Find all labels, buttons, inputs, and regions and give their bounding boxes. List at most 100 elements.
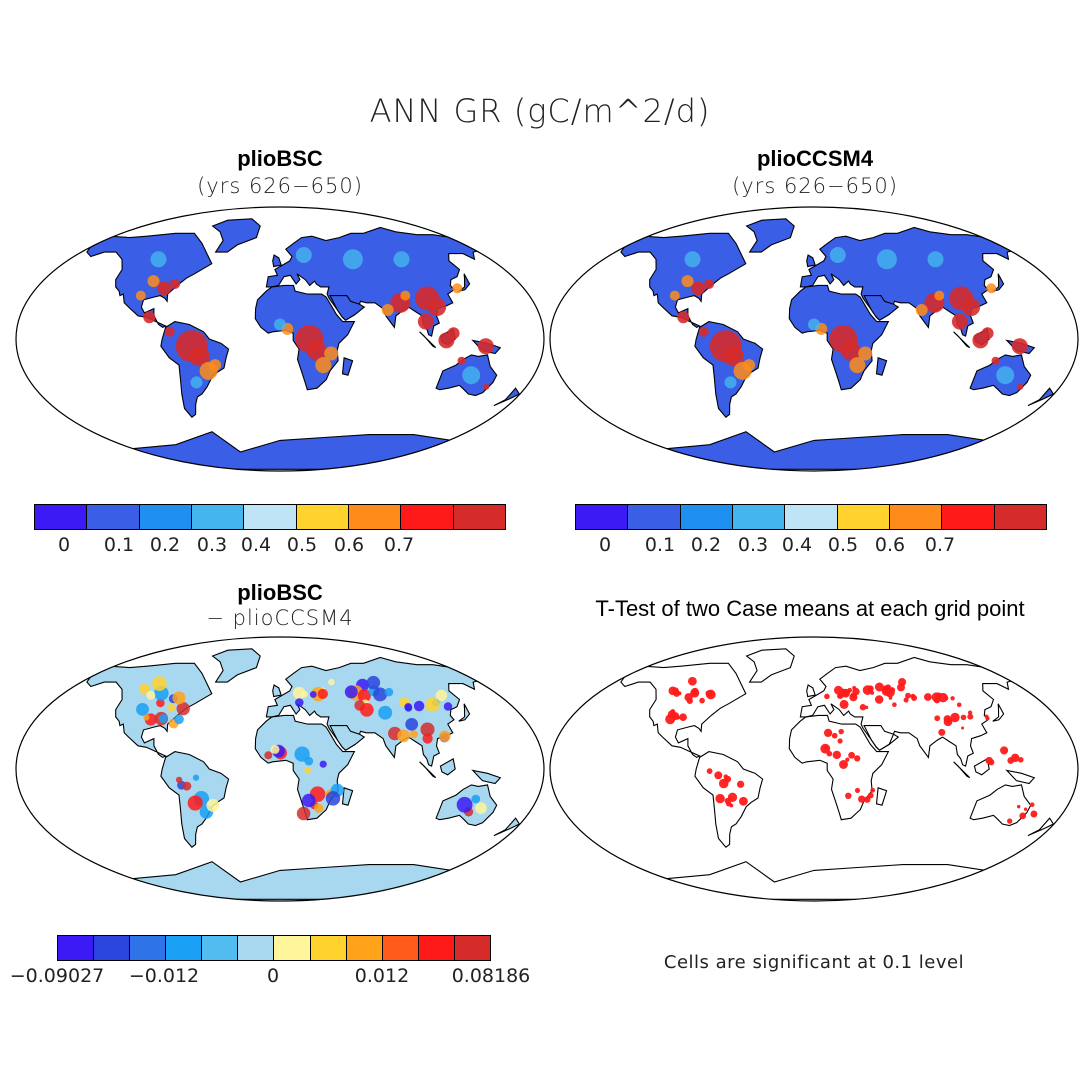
field-patch (967, 713, 974, 720)
field-patch (328, 678, 335, 686)
field-patch (344, 685, 358, 699)
map-outline (15, 206, 545, 472)
field-patch (405, 717, 419, 731)
field-patch (1016, 804, 1021, 809)
field-patch (677, 691, 682, 696)
field-patch (447, 327, 460, 340)
landmass-nz (493, 817, 521, 837)
colorbar-tick-label: 0.5 (827, 534, 859, 556)
colorbar-swatch (244, 505, 297, 529)
field-patch (135, 290, 146, 301)
field-patch (366, 675, 381, 690)
field-patch (962, 298, 981, 317)
field-patch (833, 685, 843, 695)
field-patch (270, 744, 280, 754)
panel-3-title: plioBSC (237, 580, 323, 605)
colorbar-swatch (87, 505, 140, 529)
field-patch (706, 768, 713, 775)
field-patch (967, 710, 973, 715)
field-patch (475, 802, 487, 814)
field-patch (738, 796, 748, 806)
field-patch (841, 688, 850, 698)
colorbar-swatch (785, 505, 838, 529)
field-patch (688, 676, 697, 686)
field-patch (672, 687, 679, 695)
field-patch (723, 346, 744, 367)
landmass-antarctica (620, 431, 1005, 470)
field-patch (727, 792, 738, 802)
field-patch (699, 697, 705, 704)
field-patch (931, 692, 942, 702)
field-patch (832, 750, 841, 760)
colorbar-tick-label: 0.08186 (451, 965, 531, 987)
landmass-uk (806, 254, 816, 268)
field-patch (393, 251, 410, 268)
field-patch (698, 326, 709, 337)
field-patch (302, 793, 316, 808)
field-patch (718, 778, 729, 789)
field-patch (934, 290, 945, 301)
field-patch (190, 376, 203, 389)
field-patch (384, 687, 394, 697)
map-outline (15, 636, 545, 902)
panel-3-subtitle: − plioCCSM4 (206, 606, 354, 630)
landmass-nz (1027, 387, 1055, 407)
field-patch (182, 781, 192, 791)
field-patch (854, 755, 861, 762)
map-outline (549, 206, 1079, 472)
colorbar-swatch (139, 505, 192, 529)
colorbar-tick-label: 0.3 (737, 534, 769, 556)
field-patch (314, 803, 324, 813)
colorbar-tick-label: 0.1 (644, 534, 676, 556)
field-patch (867, 685, 874, 693)
field-patch (923, 693, 932, 701)
field-patch (876, 249, 897, 270)
field-patch (158, 713, 168, 724)
field-patch (910, 693, 916, 699)
field-patch (960, 714, 967, 721)
field-patch (176, 702, 190, 716)
field-patch (831, 732, 838, 739)
field-patch (136, 702, 149, 716)
landmass-arabia_fix (329, 295, 366, 321)
colorbar-tick-label: 0.2 (690, 534, 722, 556)
colorbar-tick-label: 0.4 (781, 534, 813, 556)
field-patch (357, 689, 371, 703)
field-patch (1010, 753, 1020, 763)
landmass-europe_asia (799, 656, 1020, 767)
field-patch (420, 722, 435, 737)
colorbar-swatch (401, 505, 454, 529)
landmass-nz (1027, 817, 1055, 837)
field-patch (456, 796, 473, 813)
field-patch (417, 313, 434, 330)
map-pliobsc (15, 206, 545, 472)
landmass-namerica (86, 662, 213, 759)
field-patch (823, 728, 833, 738)
landmass-newguinea (1005, 769, 1036, 785)
landmass-greenland (745, 218, 795, 253)
field-patch (897, 683, 905, 692)
field-patch (378, 705, 393, 720)
landmass-indonesia1 (953, 761, 971, 779)
field-patch (829, 247, 846, 263)
field-patch (147, 275, 160, 288)
landmass-uk (272, 684, 282, 698)
field-patch (854, 787, 861, 793)
field-patch (863, 796, 871, 803)
colorbar-swatch (453, 505, 505, 529)
field-patch (956, 702, 962, 708)
field-patch (996, 366, 1015, 385)
colorbar-swatch (418, 936, 455, 960)
field-patch (684, 693, 693, 702)
field-patch (317, 688, 328, 700)
field-patch (723, 774, 729, 779)
landmass-nz (493, 387, 521, 407)
field-patch (743, 359, 756, 372)
field-patch (986, 283, 997, 294)
colorbar-swatch (382, 936, 419, 960)
landmass-africa (788, 714, 890, 821)
panel-2-subtitle: (yrs 626−650) (732, 174, 898, 198)
field-patch (903, 697, 909, 703)
field-patch (439, 730, 451, 743)
landmass-samerica (694, 751, 764, 848)
